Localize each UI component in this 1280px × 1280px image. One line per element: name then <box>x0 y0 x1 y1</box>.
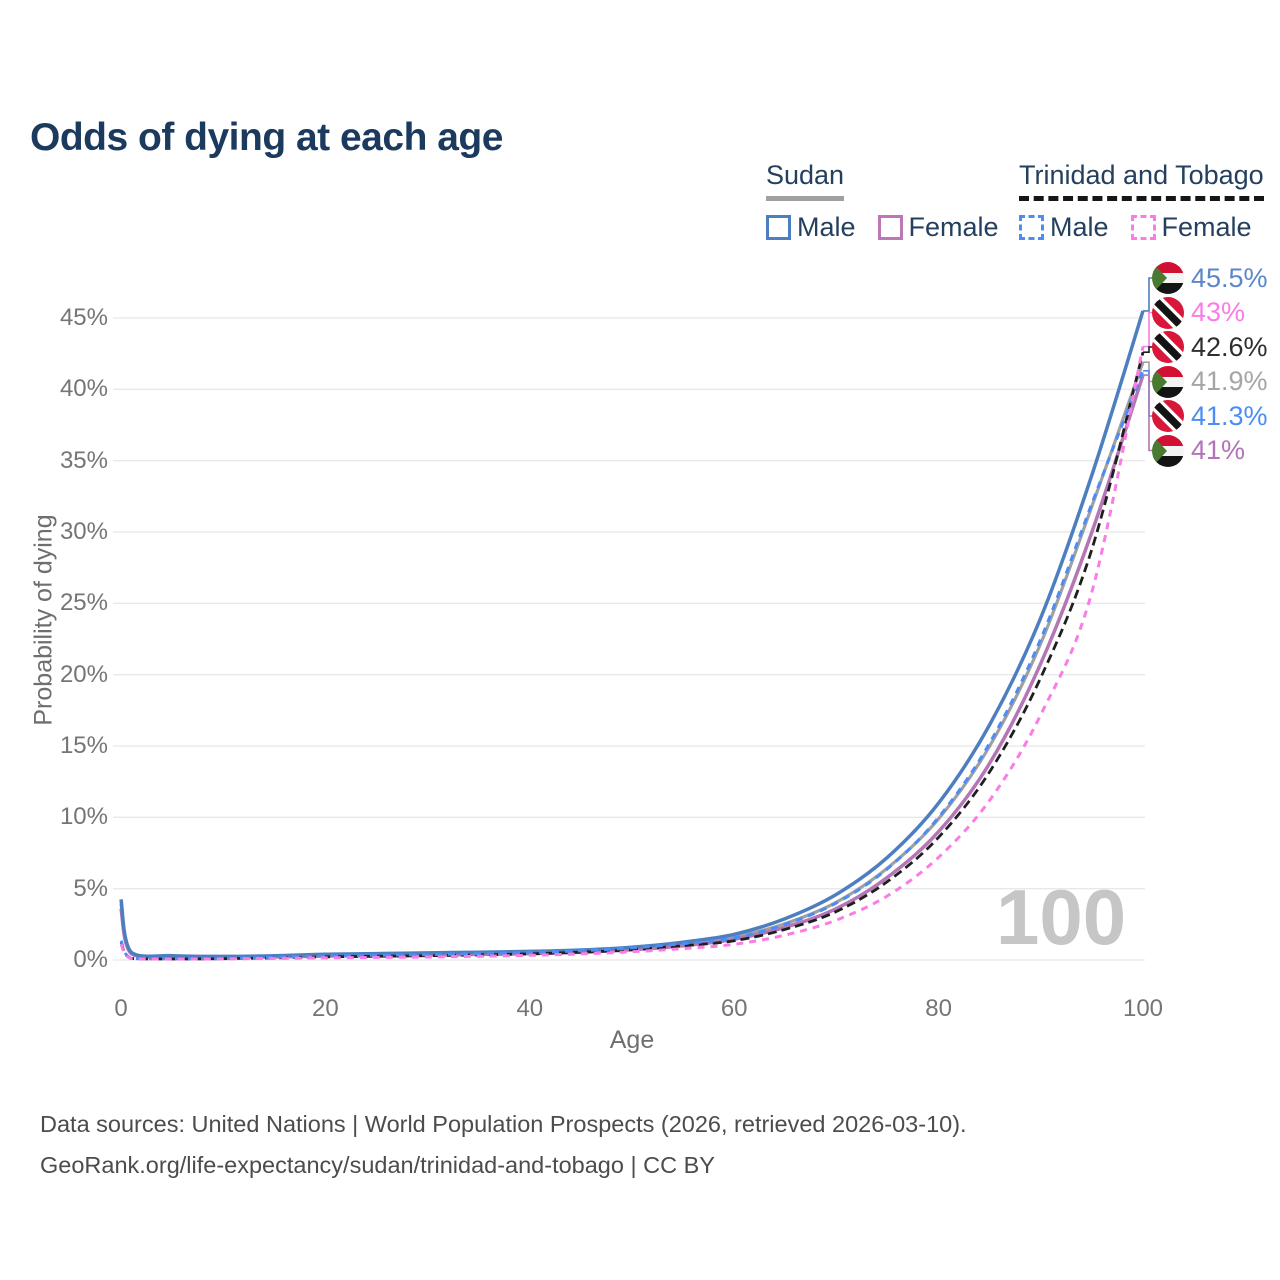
series-line-tt_male <box>119 370 1145 961</box>
y-tick-label: 5% <box>73 874 108 902</box>
end-label-sudan_both: 41.9% <box>1152 365 1268 398</box>
trinidad-flag-icon <box>1152 400 1184 432</box>
x-tick-label: 60 <box>720 995 748 1022</box>
sudan-flag-icon <box>1152 434 1184 467</box>
end-label-value: 43% <box>1191 297 1246 327</box>
end-label-tt_both: 42.6% <box>1152 331 1268 363</box>
x-tick-label: 80 <box>925 995 952 1022</box>
legend-swatch-sudan-male-icon <box>766 215 791 240</box>
series-line-sudan_male <box>119 310 1145 959</box>
legend-group-label-trinidad: Trinidad and Tobago <box>1019 160 1264 201</box>
series-line-tt_both <box>119 351 1145 961</box>
legend-group-sudan: Sudan Male Female <box>766 160 999 243</box>
legend-swatch-trinidad-male-icon <box>1019 215 1044 240</box>
series-line-sudan_female <box>119 374 1145 959</box>
footer-attribution-link: GeoRank.org/life-expectancy/sudan/trinid… <box>40 1152 715 1178</box>
legend-group-label-sudan: Sudan <box>766 160 845 201</box>
y-tick-label: 30% <box>59 517 108 545</box>
sudan-flag <box>1152 365 1184 398</box>
x-tick-label: 20 <box>312 995 339 1022</box>
end-label-value: 42.6% <box>1191 331 1268 362</box>
legend-item-trinidad-female[interactable]: Female <box>1130 212 1252 243</box>
series-line-sudan_both <box>119 361 1145 959</box>
x-tick-label: 100 <box>1122 995 1164 1022</box>
end-label-value: 45.5% <box>1191 262 1268 293</box>
trinidad-flag <box>1152 331 1184 363</box>
series-line-tt_female <box>119 346 1145 961</box>
legend-item-label: Male <box>1050 212 1109 242</box>
x-axis-title: Age <box>609 1026 655 1054</box>
page-title: Odds of dying at each age <box>30 116 503 160</box>
x-tick-label: 40 <box>516 995 544 1022</box>
trinidad-flag-icon <box>1152 331 1184 363</box>
legend-group-trinidad: Trinidad and Tobago Male Female <box>1019 160 1264 243</box>
footer-data-sources: Data sources: United Nations | World Pop… <box>40 1111 967 1137</box>
end-label-value: 41.9% <box>1191 366 1268 396</box>
legend-item-sudan-male[interactable]: Male <box>766 212 856 243</box>
sudan-flag-icon <box>1152 365 1184 398</box>
footer: Data sources: United Nations | World Pop… <box>40 1104 967 1186</box>
legend-item-label: Male <box>797 212 856 242</box>
end-label-leader-sudan_female <box>1143 374 1154 452</box>
y-tick-label: 45% <box>59 303 108 331</box>
legend-item-trinidad-male[interactable]: Male <box>1019 212 1109 243</box>
x-tick-label: 0 <box>114 995 128 1022</box>
end-label-value: 41% <box>1191 435 1246 465</box>
watermark-age-100: 100 <box>996 873 1127 961</box>
y-tick-label: 15% <box>59 731 108 759</box>
trinidad-flag <box>1152 296 1184 329</box>
legend-item-sudan-female[interactable]: Female <box>877 212 999 243</box>
end-label-leader-sudan_male <box>1143 277 1154 312</box>
trinidad-flag <box>1152 400 1184 432</box>
legend-swatch-sudan-female-icon <box>877 215 903 240</box>
y-tick-label: 25% <box>59 589 108 617</box>
trinidad-flag-icon <box>1152 296 1184 329</box>
legend-swatch-trinidad-female-icon <box>1130 215 1156 240</box>
y-tick-label: 20% <box>59 660 108 688</box>
end-label-leader-tt_both <box>1143 346 1154 353</box>
sudan-flag <box>1152 262 1184 294</box>
sudan-flag-icon <box>1152 262 1184 294</box>
y-tick-label: 40% <box>59 375 108 403</box>
sudan-flag <box>1152 434 1184 467</box>
y-tick-label: 10% <box>59 803 108 831</box>
y-tick-label: 35% <box>59 446 108 474</box>
end-label-tt_male: 41.3% <box>1152 400 1268 432</box>
end-label-tt_female: 43% <box>1152 296 1246 329</box>
end-label-leader-tt_female <box>1143 311 1154 348</box>
end-label-sudan_male: 45.5% <box>1152 262 1268 294</box>
end-label-value: 41.3% <box>1191 400 1268 431</box>
legend-item-label: Female <box>908 212 999 242</box>
end-label-sudan_female: 41% <box>1152 434 1246 467</box>
legend-item-label: Female <box>1161 212 1252 242</box>
y-tick-label: 0% <box>73 946 108 973</box>
